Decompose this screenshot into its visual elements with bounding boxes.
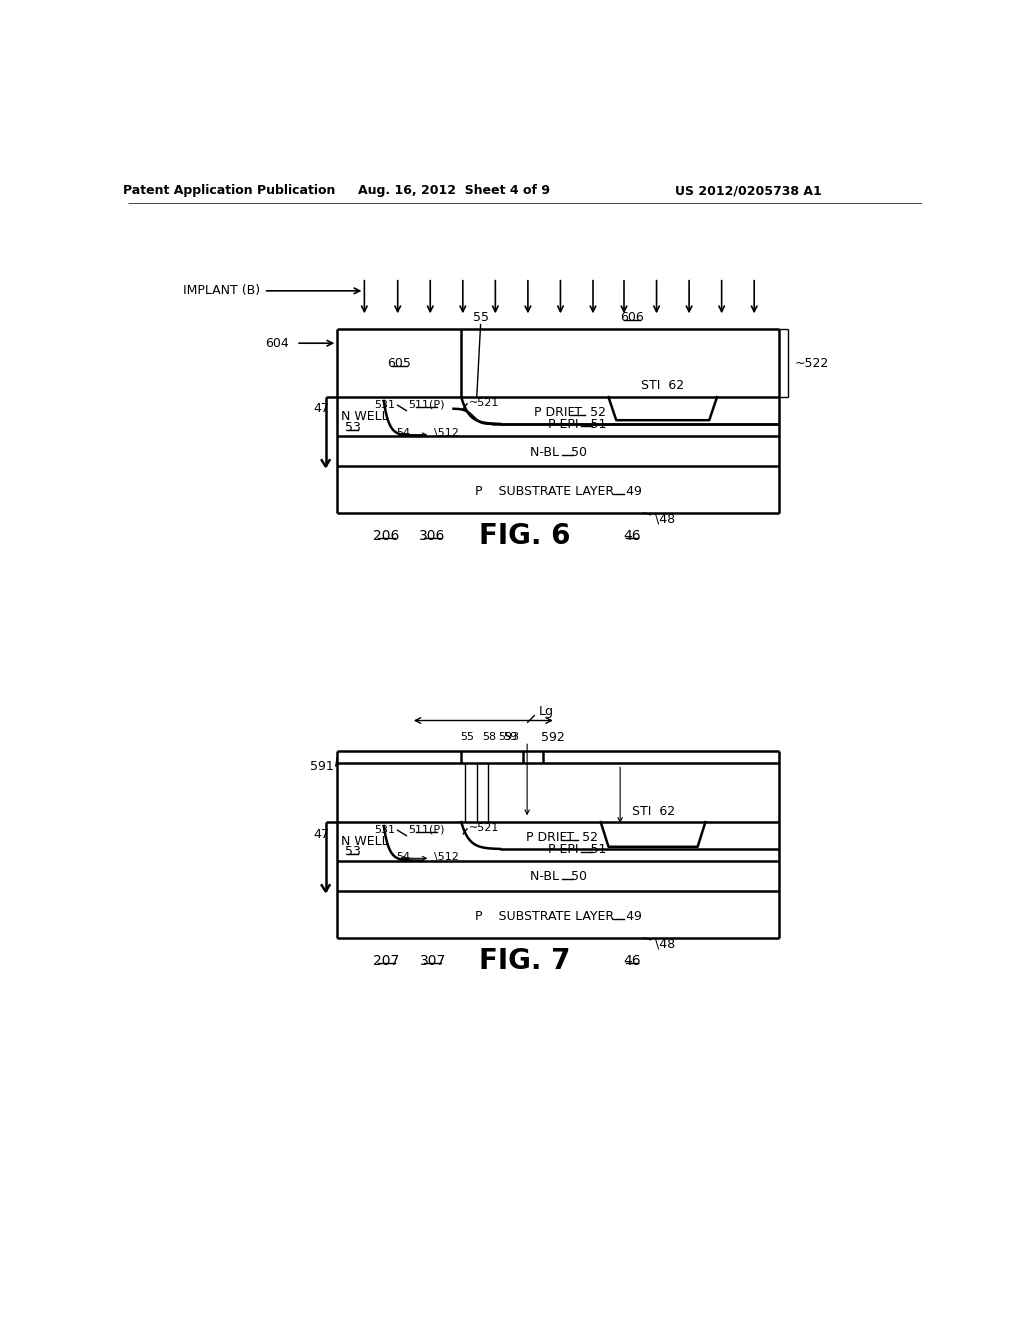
- Text: 591: 591: [309, 760, 334, 774]
- Text: P DRIFT  52: P DRIFT 52: [534, 407, 606, 418]
- Text: IMPLANT (B): IMPLANT (B): [182, 284, 260, 297]
- Text: N-BL   50: N-BL 50: [529, 446, 587, 459]
- Text: Lg: Lg: [539, 705, 554, 718]
- Text: 46: 46: [623, 529, 641, 543]
- Text: N WELL: N WELL: [341, 409, 388, 422]
- Text: STI  62: STI 62: [641, 379, 684, 392]
- Text: P DRIFT  52: P DRIFT 52: [526, 832, 598, 843]
- Text: 46: 46: [623, 954, 641, 968]
- Text: FIG. 7: FIG. 7: [479, 946, 570, 974]
- Text: 53: 53: [345, 845, 360, 858]
- Text: P EPI   51: P EPI 51: [548, 843, 606, 857]
- Text: 47: 47: [313, 403, 330, 416]
- Text: \512: \512: [434, 428, 459, 438]
- Text: 54: 54: [396, 428, 411, 438]
- Text: 531: 531: [375, 825, 395, 834]
- Text: \48: \48: [655, 937, 675, 950]
- Text: P    SUBSTRATE LAYER   49: P SUBSTRATE LAYER 49: [475, 486, 642, 499]
- Text: N-BL   50: N-BL 50: [529, 870, 587, 883]
- Text: Patent Application Publication: Patent Application Publication: [123, 185, 335, 197]
- Text: P EPI   51: P EPI 51: [548, 417, 606, 430]
- Text: N WELL: N WELL: [341, 834, 388, 847]
- Text: 511(P): 511(P): [409, 400, 444, 409]
- Text: 592: 592: [541, 731, 564, 744]
- Text: 605: 605: [387, 356, 412, 370]
- Text: 511(P): 511(P): [409, 825, 444, 834]
- Text: \48: \48: [655, 512, 675, 525]
- Text: 531: 531: [375, 400, 395, 409]
- Text: 55: 55: [473, 312, 488, 325]
- Text: ~521: ~521: [469, 399, 500, 408]
- Text: 54: 54: [396, 851, 411, 862]
- Text: FIG. 6: FIG. 6: [479, 521, 570, 549]
- Text: 59: 59: [503, 733, 517, 742]
- Text: 306: 306: [420, 529, 445, 543]
- Text: 58: 58: [482, 733, 497, 742]
- Text: 606: 606: [620, 312, 644, 325]
- Text: 593: 593: [499, 733, 519, 742]
- Text: P    SUBSTRATE LAYER   49: P SUBSTRATE LAYER 49: [475, 911, 642, 924]
- Text: 206: 206: [373, 529, 399, 543]
- Text: \512: \512: [434, 851, 459, 862]
- Text: US 2012/0205738 A1: US 2012/0205738 A1: [675, 185, 821, 197]
- Text: 207: 207: [373, 954, 399, 968]
- Text: 55: 55: [461, 733, 474, 742]
- Text: 53: 53: [345, 421, 360, 434]
- Text: ~522: ~522: [795, 356, 828, 370]
- Text: 604: 604: [264, 337, 289, 350]
- Text: 47: 47: [313, 828, 330, 841]
- Text: Aug. 16, 2012  Sheet 4 of 9: Aug. 16, 2012 Sheet 4 of 9: [357, 185, 550, 197]
- Text: 307: 307: [420, 954, 445, 968]
- Text: ~521: ~521: [469, 824, 500, 833]
- Text: STI  62: STI 62: [632, 805, 675, 818]
